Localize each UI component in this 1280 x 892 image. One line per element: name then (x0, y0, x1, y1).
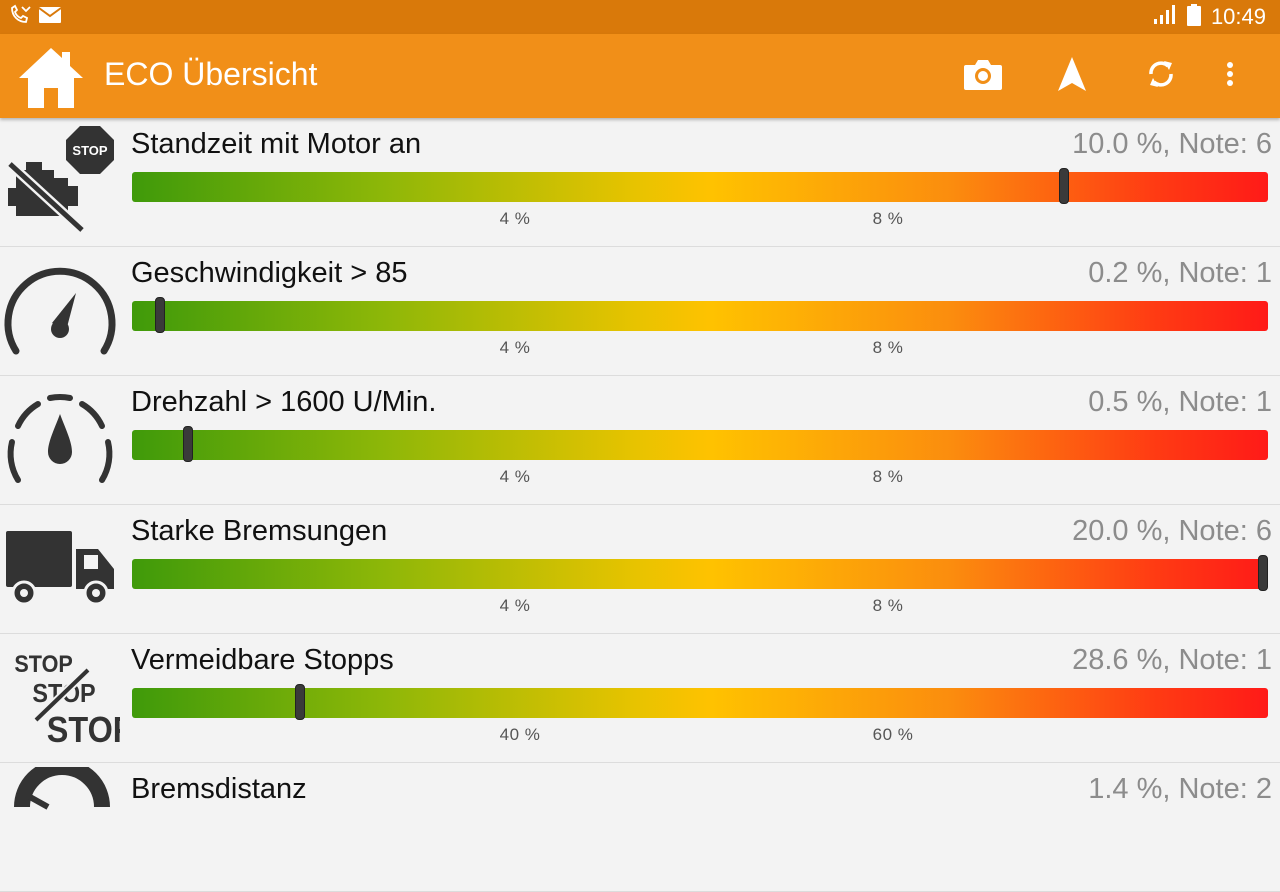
status-bar: 10:49 (0, 0, 1280, 34)
list-item[interactable]: Drehzahl > 1600 U/Min. 0.5 %, Note: 1 4 … (0, 376, 1280, 505)
item-label: Geschwindigkeit > 85 (131, 257, 408, 289)
item-label: Starke Bremsungen (131, 515, 388, 547)
tick-label: 8 % (872, 596, 904, 615)
item-label: Bremsdistanz (131, 773, 307, 805)
app-bar: ECO Übersicht (0, 34, 1280, 118)
tick-label: 4 % (499, 209, 531, 228)
tick-label: 4 % (499, 338, 531, 357)
page-title: ECO Übersicht (104, 56, 318, 92)
home-button[interactable] (16, 42, 86, 112)
score-bar (132, 297, 1268, 333)
score-bar (132, 426, 1268, 462)
item-value: 10.0 %, Note: 6 (1072, 128, 1272, 160)
brake-distance-icon (0, 759, 120, 887)
item-value: 1.4 %, Note: 2 (1088, 773, 1272, 805)
item-value: 0.2 %, Note: 1 (1088, 257, 1272, 289)
camera-button[interactable] (961, 54, 1005, 98)
tick-label: 4 % (499, 596, 531, 615)
score-marker (1058, 168, 1069, 204)
score-bar (132, 684, 1268, 720)
item-label: Drehzahl > 1600 U/Min. (131, 386, 437, 418)
notification-icons (8, 4, 62, 30)
navigation-icon (1057, 56, 1087, 96)
avoidable-stops-icon: STOP STOP STOP (0, 638, 134, 758)
score-bar (132, 555, 1269, 591)
item-label: Vermeidbare Stopps (131, 644, 394, 676)
navigation-button[interactable] (1050, 54, 1094, 98)
tick-label: 8 % (872, 338, 904, 357)
list-item[interactable]: Bremsdistanz 1.4 %, Note: 2 (0, 759, 1280, 892)
engine-stop-icon: STOP (0, 122, 120, 242)
svg-text:STOP: STOP (14, 650, 72, 677)
truck-icon (0, 509, 120, 629)
list-item[interactable]: STOP STOP STOP Vermeidbare Stopps 28.6 %… (0, 634, 1280, 763)
list-item[interactable]: Geschwindigkeit > 85 0.2 %, Note: 1 4 % … (0, 247, 1280, 376)
list-item[interactable]: STOP Standzeit mit Motor an 10.0 %, Note… (0, 118, 1280, 247)
sync-icon (1145, 57, 1177, 95)
home-icon (16, 48, 86, 116)
item-value: 20.0 %, Note: 6 (1072, 515, 1272, 547)
tick-label: 8 % (872, 209, 904, 228)
missed-call-icon (8, 4, 32, 30)
clock: 10:49 (1210, 4, 1266, 29)
sync-button[interactable] (1139, 54, 1183, 98)
tick-label: 8 % (872, 467, 904, 486)
tick-label: 60 % (872, 725, 914, 744)
overflow-menu-icon (1226, 61, 1234, 91)
camera-icon (963, 57, 1003, 95)
list-item[interactable]: Starke Bremsungen 20.0 %, Note: 6 4 % 8 … (0, 505, 1280, 634)
speedometer-icon (0, 251, 120, 371)
overflow-menu-button[interactable] (1208, 54, 1252, 98)
mail-icon (38, 6, 62, 28)
score-marker (1258, 555, 1269, 591)
tick-label: 4 % (499, 467, 531, 486)
score-marker (295, 684, 306, 720)
tachometer-icon (0, 380, 120, 500)
tick-label: 40 % (499, 725, 541, 744)
svg-text:STOP: STOP (47, 710, 120, 750)
score-marker (155, 297, 166, 333)
battery-icon (1186, 4, 1201, 30)
signal-icon (1153, 5, 1177, 29)
item-label: Standzeit mit Motor an (131, 128, 422, 160)
item-value: 0.5 %, Note: 1 (1088, 386, 1272, 418)
score-bar (132, 168, 1268, 204)
svg-text:STOP: STOP (72, 143, 107, 158)
item-value: 28.6 %, Note: 1 (1072, 644, 1272, 676)
score-marker (182, 426, 193, 462)
